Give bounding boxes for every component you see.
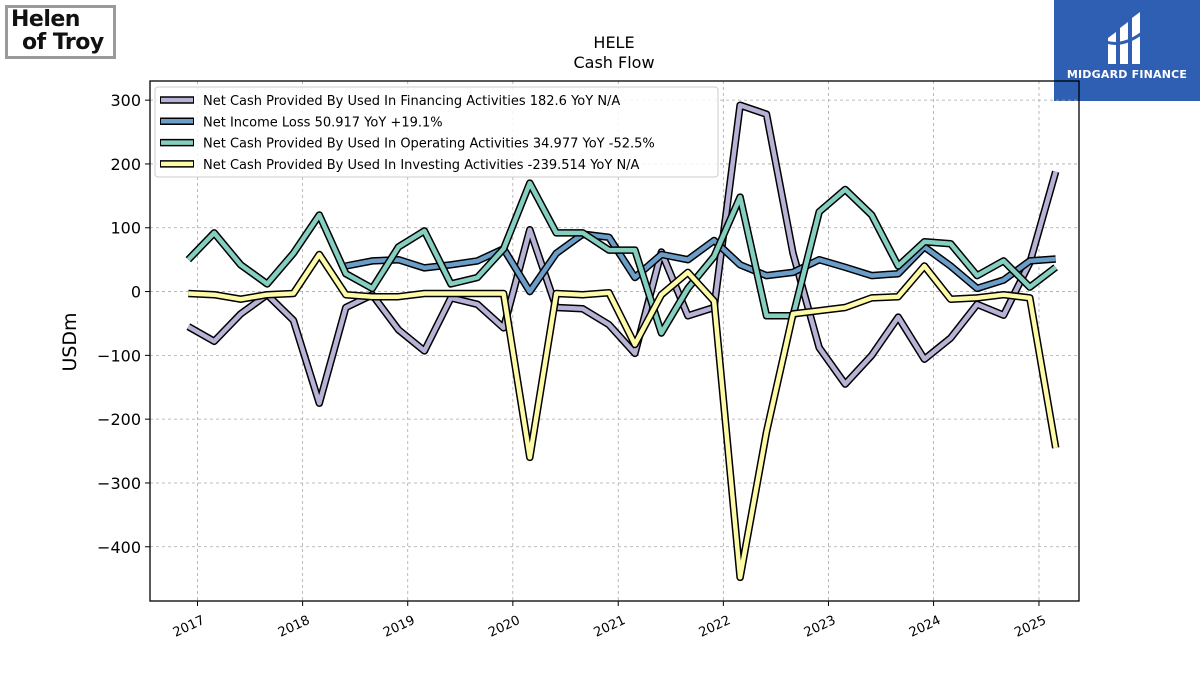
net-cash-provided-by-used-in-financing-activities-line	[187, 102, 1058, 406]
x-tick-label: 2024	[907, 613, 943, 641]
x-tick-label: 2020	[486, 613, 522, 641]
x-tick-label: 2021	[592, 613, 628, 641]
series-lines	[185, 101, 1060, 582]
y-tick-label: −100	[97, 346, 141, 365]
x-axis-ticks: 2017 2018 2019 2020 2021 2022 2023 2024 2025	[171, 601, 1049, 641]
y-tick-label: −300	[97, 474, 141, 493]
net-cash-provided-by-used-in-investing-activities-line	[188, 252, 1058, 580]
y-axis-label: USDm	[59, 312, 81, 371]
legend-label: Net Cash Provided By Used In Operating A…	[203, 137, 655, 152]
chart-subtitle: Cash Flow	[573, 53, 654, 72]
legend-label: Net Cash Provided By Used In Investing A…	[203, 158, 640, 173]
y-axis-ticks: 300 200 100 0 −100 −200 −300 −400	[97, 91, 150, 557]
net-income-loss-line	[345, 231, 1056, 294]
y-tick-label: 200	[110, 155, 141, 174]
logo-left-line1: Helen	[11, 7, 80, 32]
plot-frame	[149, 80, 1080, 602]
helen-of-troy-logo: Helen of Troy	[5, 5, 116, 59]
x-tick-label: 2017	[171, 613, 207, 641]
y-tick-label: 300	[110, 91, 141, 110]
logo-left-line2: of Troy	[22, 30, 104, 55]
midgard-finance-logo: MIDGARD FINANCE	[1054, 0, 1200, 101]
y-tick-label: −200	[97, 410, 141, 429]
midgard-mark-icon	[1105, 12, 1147, 64]
midgard-brand-text: MIDGARD FINANCE	[1066, 68, 1188, 81]
legend: Net Cash Provided By Used In Financing A…	[154, 86, 719, 178]
legend-label: Net Cash Provided By Used In Financing A…	[203, 94, 620, 109]
y-tick-label: 0	[131, 283, 141, 302]
legend-label: Net Income Loss 50.917 YoY +19.1%	[203, 115, 443, 130]
y-tick-label: 100	[110, 219, 141, 238]
legend-box	[154, 86, 719, 178]
y-tick-label: −400	[97, 538, 141, 557]
net-cash-provided-by-used-in-operating-activities-line	[186, 180, 1058, 336]
net-cash-provided-by-used-in-investing-activities-line-outline	[188, 250, 1060, 582]
x-tick-label: 2023	[802, 613, 838, 641]
x-tick-label: 2025	[1012, 613, 1048, 641]
x-tick-label: 2019	[381, 613, 417, 641]
x-tick-label: 2018	[276, 613, 312, 641]
chart-title: HELE	[593, 33, 634, 52]
x-tick-label: 2022	[697, 613, 733, 641]
